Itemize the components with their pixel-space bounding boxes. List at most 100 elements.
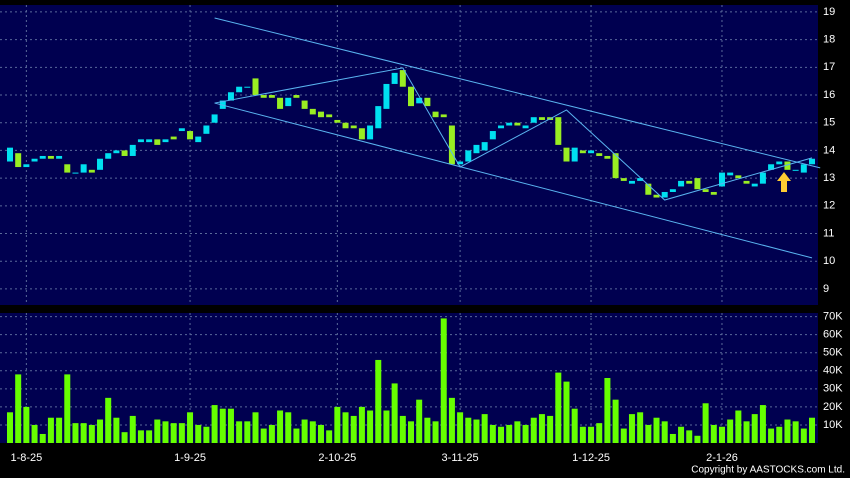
volume-bar [227, 408, 234, 443]
volume-bar [489, 424, 496, 443]
y-tick-label: 60K [823, 329, 843, 341]
volume-bar [637, 412, 644, 443]
volume-bar [440, 318, 447, 443]
candle [481, 142, 488, 151]
volume-bar [88, 424, 95, 443]
volume-bar [784, 419, 791, 443]
volume-bar [47, 417, 54, 443]
candle [710, 191, 717, 195]
candle [88, 169, 95, 173]
candle [489, 131, 496, 140]
candle [465, 150, 472, 162]
candle [645, 183, 652, 195]
x-tick-label: 1-8-25 [10, 452, 42, 464]
volume-bar [211, 405, 218, 443]
trend-line [214, 102, 813, 259]
volume-bar [481, 414, 488, 443]
volume-bar [277, 410, 284, 443]
volume-bar [121, 432, 128, 443]
volume-bar [285, 412, 292, 443]
x-tick-label: 2-10-25 [318, 452, 356, 464]
candle [678, 180, 685, 187]
candle [137, 139, 144, 143]
candle [187, 131, 194, 140]
candle [211, 114, 218, 123]
candle [277, 97, 284, 109]
volume-bar [72, 423, 79, 443]
volume-bar [768, 428, 775, 443]
volume-bar [113, 417, 120, 443]
volume-bar [702, 403, 709, 443]
candle [718, 172, 725, 187]
trend-line [214, 67, 813, 201]
candle [15, 153, 22, 168]
candle [538, 117, 545, 120]
candle [56, 155, 63, 159]
volume-bar [465, 417, 472, 443]
x-tick-label: 1-12-25 [572, 452, 610, 464]
candle [23, 164, 30, 168]
y-tick-label: 11 [823, 227, 834, 239]
volume-bar [498, 426, 505, 443]
volume-bar [751, 414, 758, 443]
volume-bar [39, 433, 46, 443]
volume-bar [15, 374, 22, 443]
volume-bar [64, 374, 71, 443]
volume-bar [178, 423, 185, 443]
y-tick-label: 14 [823, 144, 835, 156]
candle [448, 125, 455, 165]
candle [416, 97, 423, 104]
volume-bar [309, 421, 316, 443]
volume-bar [146, 430, 153, 443]
candle [408, 86, 414, 107]
candle [596, 153, 603, 156]
volume-bar [358, 406, 365, 443]
candle [195, 136, 202, 143]
candle [457, 161, 464, 165]
candle [47, 155, 54, 159]
arrow-annotation [777, 172, 791, 192]
candle [424, 97, 431, 107]
y-tick-label: 17 [823, 61, 835, 73]
volume-bar [571, 408, 578, 443]
candle [244, 86, 251, 88]
volume-bar [350, 415, 357, 443]
volume-bar [588, 426, 595, 443]
volume-bar [7, 412, 13, 443]
candle [105, 153, 112, 159]
candle [571, 147, 578, 162]
candle [309, 108, 316, 115]
y-tick-label: 50K [823, 347, 843, 359]
y-tick-label: 18 [823, 34, 835, 46]
x-tick-label: 3-11-25 [442, 452, 479, 464]
y-tick-label: 12 [823, 200, 835, 212]
candle [170, 136, 177, 140]
candle [375, 106, 382, 129]
volume-bar [187, 412, 194, 443]
candle [80, 164, 87, 173]
candle [317, 111, 324, 118]
volume-bar [154, 419, 161, 443]
candle [661, 191, 668, 198]
volume-bar [334, 406, 341, 443]
y-tick-label: 40K [823, 365, 843, 377]
candle [694, 178, 701, 190]
candle [326, 114, 333, 118]
volume-bar [170, 423, 177, 443]
candle [391, 72, 398, 84]
candle [129, 144, 136, 156]
candle [293, 95, 300, 98]
trend-line [214, 17, 821, 169]
candle [154, 139, 161, 145]
volume-bar [522, 424, 529, 443]
volume-bar [694, 435, 701, 443]
y-tick-label: 70K [823, 311, 843, 323]
candle [555, 117, 562, 145]
candle [473, 144, 480, 154]
candle [440, 114, 447, 118]
volume-bar [424, 417, 431, 443]
candle [236, 86, 243, 93]
volume-bar [555, 372, 562, 443]
candle [702, 189, 709, 192]
